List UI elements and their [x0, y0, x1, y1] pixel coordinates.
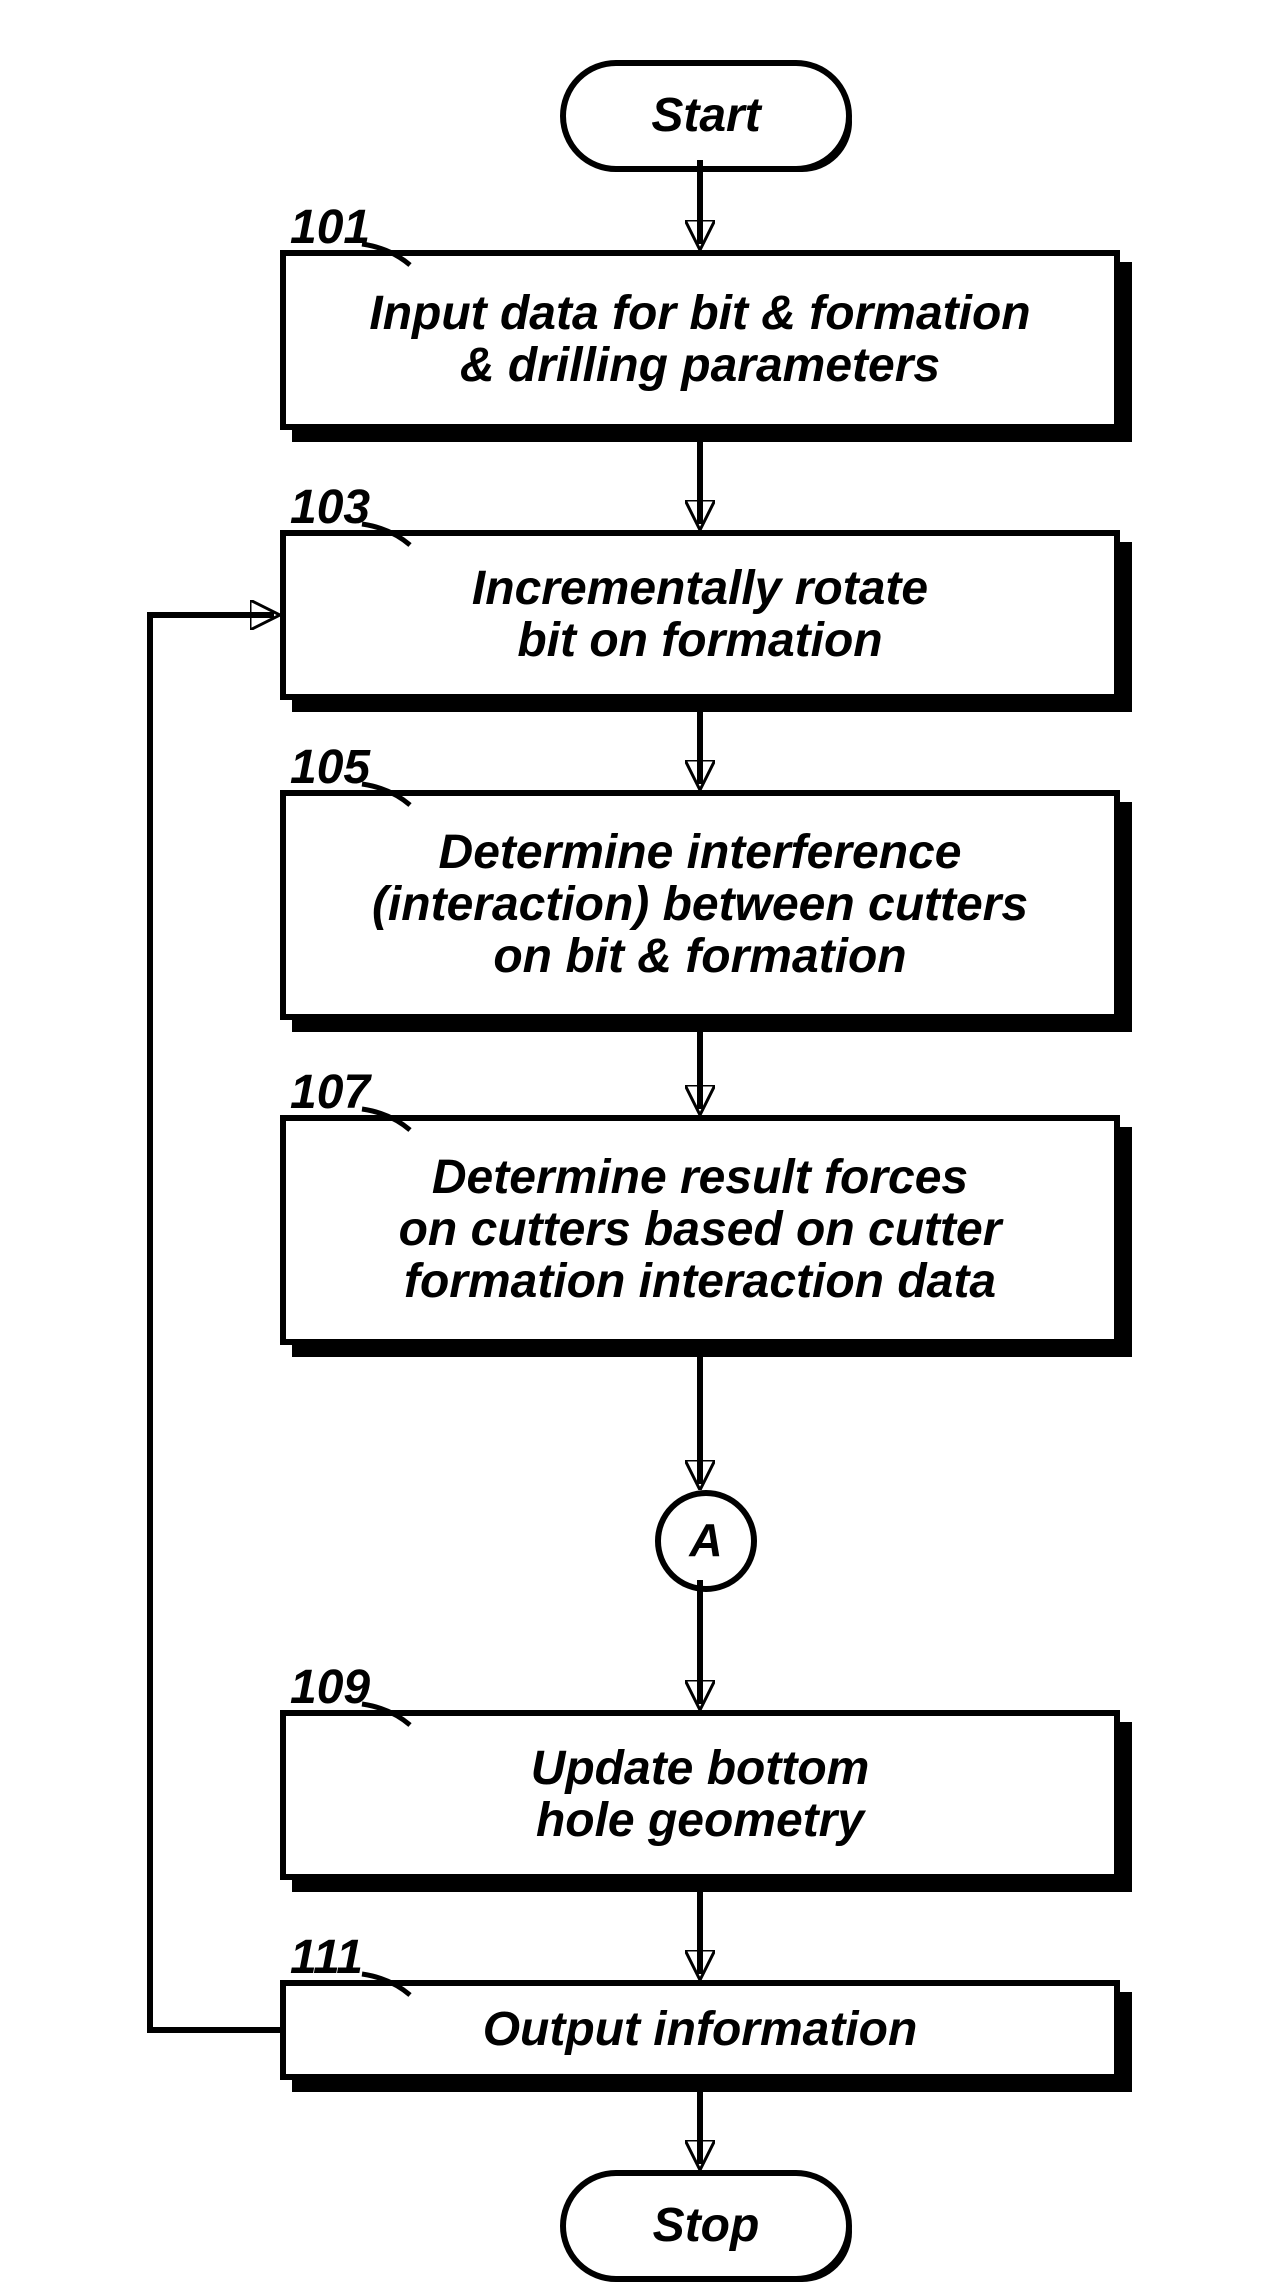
ref-101: 101: [290, 200, 370, 255]
node-105-label: Determine interference (interaction) bet…: [372, 827, 1028, 982]
node-103-label: Incrementally rotate bit on formation: [472, 563, 928, 667]
start-label: Start: [651, 90, 760, 142]
ref-105: 105: [290, 740, 370, 795]
stop-label: Stop: [653, 2200, 760, 2252]
node-109-label: Update bottom hole geometry: [531, 1743, 870, 1847]
ref-109: 109: [290, 1660, 370, 1715]
ref-107: 107: [290, 1065, 370, 1120]
ref-103: 103: [290, 480, 370, 535]
connector-a: A: [655, 1490, 757, 1592]
node-101-label: Input data for bit & formation & drillin…: [369, 288, 1030, 392]
ref-111: 111: [290, 1930, 363, 1985]
flowchart-canvas: Start 101 Input data for bit & formation…: [0, 0, 1281, 2280]
node-107-label: Determine result forces on cutters based…: [399, 1152, 1002, 1307]
connector-a-label: A: [689, 1516, 722, 1566]
node-111-label: Output information: [483, 2004, 918, 2056]
